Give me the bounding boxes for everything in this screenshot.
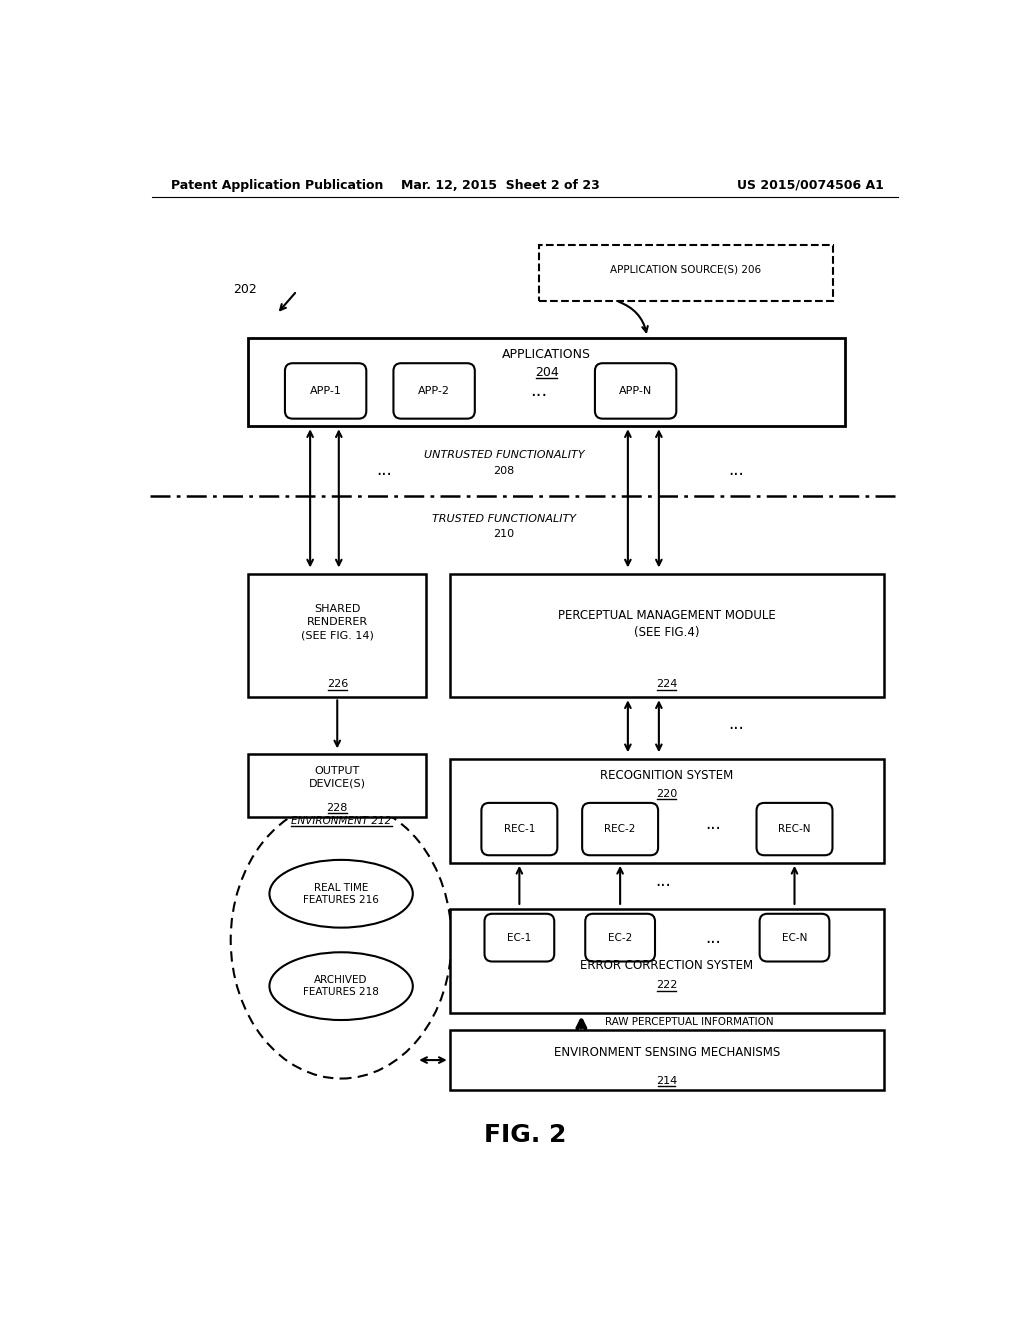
Text: APP-2: APP-2: [418, 385, 451, 396]
FancyBboxPatch shape: [760, 913, 829, 961]
Text: 220: 220: [656, 788, 677, 799]
Text: REC-1: REC-1: [504, 824, 536, 834]
Text: US 2015/0074506 A1: US 2015/0074506 A1: [736, 178, 884, 191]
Text: ...: ...: [728, 461, 744, 479]
Text: EC-2: EC-2: [608, 933, 632, 942]
Text: 210: 210: [494, 529, 514, 539]
Bar: [248, 574, 426, 697]
Text: Patent Application Publication: Patent Application Publication: [171, 178, 383, 191]
Text: Mar. 12, 2015  Sheet 2 of 23: Mar. 12, 2015 Sheet 2 of 23: [400, 178, 599, 191]
FancyBboxPatch shape: [484, 913, 554, 961]
Text: REAL TIME
FEATURES 216: REAL TIME FEATURES 216: [303, 883, 379, 906]
Text: FIG. 2: FIG. 2: [483, 1123, 566, 1147]
FancyBboxPatch shape: [583, 803, 658, 855]
Text: 222: 222: [656, 981, 677, 990]
Text: APPLICATION SOURCE(S) 206: APPLICATION SOURCE(S) 206: [610, 264, 762, 275]
Text: ENVIRONMENT SENSING MECHANISMS: ENVIRONMENT SENSING MECHANISMS: [554, 1045, 779, 1059]
Text: 226: 226: [327, 680, 348, 689]
Text: APP-N: APP-N: [618, 385, 652, 396]
Text: ...: ...: [728, 715, 744, 734]
Text: ENVIRONMENT 212: ENVIRONMENT 212: [291, 816, 391, 825]
Text: 204: 204: [535, 366, 558, 379]
Text: TRUSTED FUNCTIONALITY: TRUSTED FUNCTIONALITY: [432, 513, 575, 524]
Text: ...: ...: [376, 461, 391, 479]
Text: 202: 202: [232, 282, 256, 296]
FancyBboxPatch shape: [757, 803, 833, 855]
Text: REC-2: REC-2: [604, 824, 636, 834]
Text: ERROR CORRECTION SYSTEM: ERROR CORRECTION SYSTEM: [580, 958, 754, 972]
Bar: [450, 909, 884, 1014]
Ellipse shape: [269, 859, 413, 928]
Text: RECOGNITION SYSTEM: RECOGNITION SYSTEM: [600, 770, 733, 783]
Text: ...: ...: [655, 871, 671, 890]
Text: REC-N: REC-N: [778, 824, 811, 834]
Bar: [450, 759, 884, 863]
Text: ...: ...: [530, 381, 548, 400]
FancyBboxPatch shape: [595, 363, 676, 418]
FancyBboxPatch shape: [393, 363, 475, 418]
Text: 214: 214: [656, 1076, 677, 1086]
Ellipse shape: [269, 952, 413, 1020]
Text: ...: ...: [706, 929, 721, 946]
Text: APP-1: APP-1: [309, 385, 342, 396]
Text: APPLICATIONS: APPLICATIONS: [502, 348, 591, 362]
Text: UNTRUSTED FUNCTIONALITY: UNTRUSTED FUNCTIONALITY: [424, 450, 584, 459]
Bar: [248, 754, 426, 817]
Bar: [539, 246, 834, 301]
FancyBboxPatch shape: [285, 363, 367, 418]
Text: SHARED
RENDERER
(SEE FIG. 14): SHARED RENDERER (SEE FIG. 14): [301, 603, 374, 640]
FancyBboxPatch shape: [481, 803, 557, 855]
Text: OUTPUT
DEVICE(S): OUTPUT DEVICE(S): [309, 767, 366, 788]
Text: EC-1: EC-1: [507, 933, 531, 942]
Text: ...: ...: [706, 816, 721, 833]
Text: 224: 224: [656, 680, 677, 689]
Bar: [248, 338, 845, 426]
Text: 208: 208: [494, 466, 514, 477]
Text: RAW PERCEPTUAL INFORMATION: RAW PERCEPTUAL INFORMATION: [604, 1016, 773, 1027]
Text: EC-N: EC-N: [781, 933, 807, 942]
Text: PERCEPTUAL MANAGEMENT MODULE
(SEE FIG.4): PERCEPTUAL MANAGEMENT MODULE (SEE FIG.4): [558, 610, 775, 639]
Text: 228: 228: [327, 803, 348, 813]
FancyBboxPatch shape: [586, 913, 655, 961]
Bar: [450, 1030, 884, 1090]
Text: ARCHIVED
FEATURES 218: ARCHIVED FEATURES 218: [303, 975, 379, 998]
Bar: [450, 574, 884, 697]
